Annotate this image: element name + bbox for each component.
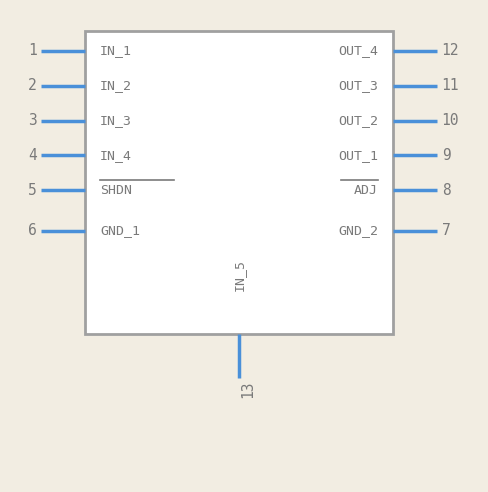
Text: IN_4: IN_4 <box>100 149 132 162</box>
Text: OUT_2: OUT_2 <box>338 114 378 127</box>
Text: 7: 7 <box>442 223 450 239</box>
Text: GND_1: GND_1 <box>100 224 140 238</box>
Text: IN_3: IN_3 <box>100 114 132 127</box>
Text: 9: 9 <box>442 148 450 163</box>
Text: ADJ: ADJ <box>354 184 378 197</box>
Text: IN_2: IN_2 <box>100 79 132 92</box>
Text: 10: 10 <box>442 113 459 128</box>
Text: OUT_3: OUT_3 <box>338 79 378 92</box>
Text: 2: 2 <box>28 78 37 93</box>
Text: 3: 3 <box>28 113 37 128</box>
Text: 11: 11 <box>442 78 459 93</box>
Text: OUT_1: OUT_1 <box>338 149 378 162</box>
Text: 5: 5 <box>28 183 37 198</box>
Text: 4: 4 <box>28 148 37 163</box>
Bar <box>85 31 393 334</box>
Text: 13: 13 <box>241 380 255 398</box>
Text: IN_5: IN_5 <box>233 259 245 291</box>
Text: SHDN: SHDN <box>100 184 132 197</box>
Text: IN_1: IN_1 <box>100 44 132 58</box>
Text: OUT_4: OUT_4 <box>338 44 378 58</box>
Text: 1: 1 <box>28 43 37 59</box>
Text: 8: 8 <box>442 183 450 198</box>
Text: GND_2: GND_2 <box>338 224 378 238</box>
Text: 12: 12 <box>442 43 459 59</box>
Text: 6: 6 <box>28 223 37 239</box>
